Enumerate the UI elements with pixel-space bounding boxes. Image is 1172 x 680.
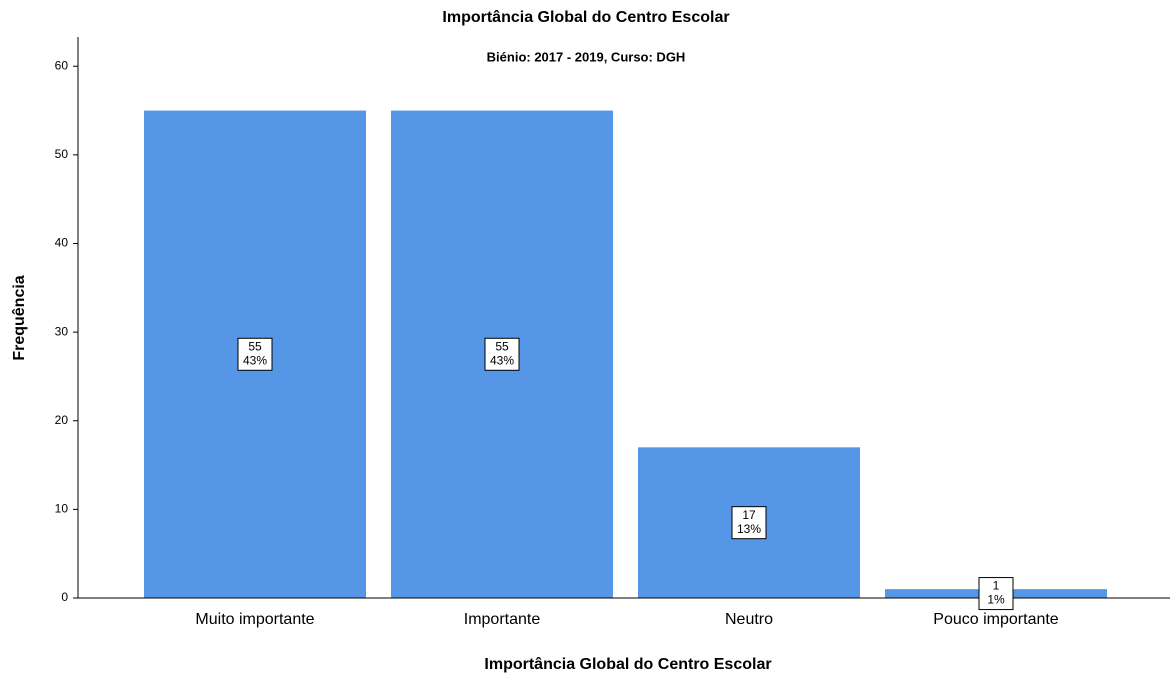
data-label-percent: 43% [243,353,267,367]
data-label: 55 [248,339,262,353]
y-axis-label: Frequência [11,275,28,360]
x-tick-label: Pouco importante [933,611,1059,628]
chart-title: Importância Global do Centro Escolar [442,9,729,26]
y-tick-label: 10 [55,502,69,516]
y-tick-label: 40 [55,236,69,250]
x-tick-label: Muito importante [195,611,314,628]
data-label-box [237,337,273,371]
x-tick-label: Neutro [725,611,773,628]
y-tick-label: 30 [55,324,69,338]
data-label-box [484,337,520,371]
data-label-box [731,506,767,540]
data-label: 1 [993,579,1000,593]
data-label: 55 [495,339,509,353]
data-label: 17 [742,508,756,522]
data-label-percent: 43% [490,353,514,367]
y-tick-label: 0 [61,590,68,604]
chart-subtitle: Biénio: 2017 - 2019, Curso: DGH [487,49,686,64]
y-tick-label: 50 [55,147,69,161]
y-tick-label: 20 [55,413,69,427]
data-label-percent: 1% [987,593,1005,607]
x-tick-label: Importante [464,611,541,628]
y-tick-label: 60 [55,58,69,72]
data-label-box [978,577,1014,611]
data-label-percent: 13% [737,522,761,536]
x-axis-label: Importância Global do Centro Escolar [484,656,771,673]
